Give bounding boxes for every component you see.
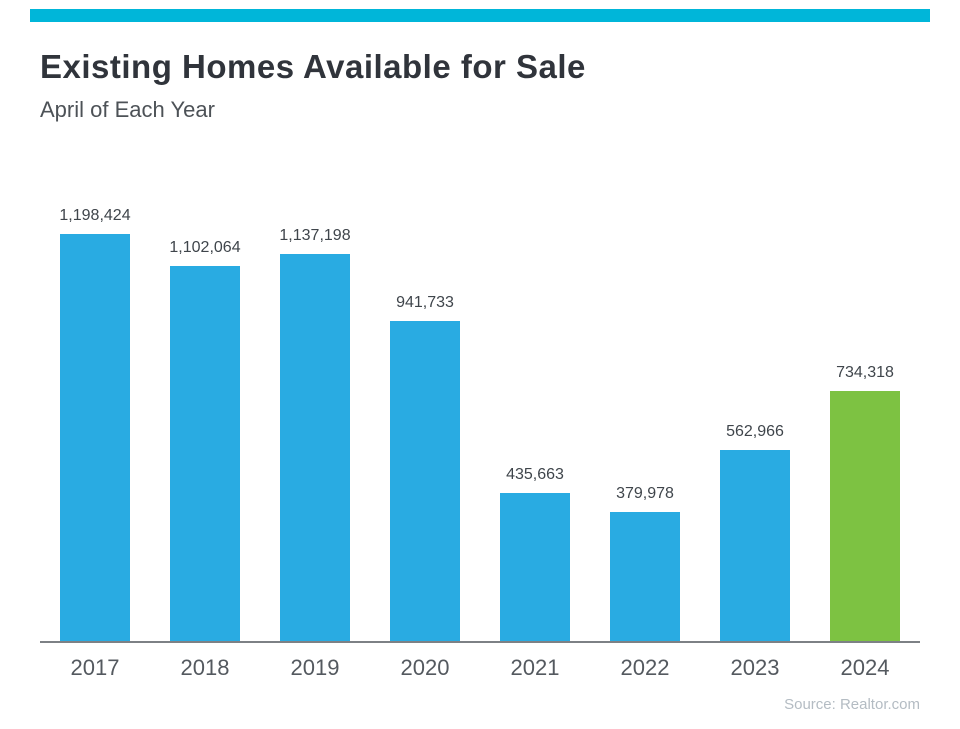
bar-2023 <box>720 450 790 641</box>
bar-2018 <box>170 266 240 641</box>
x-tick-label: 2020 <box>400 655 450 680</box>
accent-strip <box>30 9 930 22</box>
bar-column-2019: 1,137,198 <box>260 227 370 641</box>
x-tick-label: 2018 <box>180 655 230 680</box>
x-axis: 2017 2018 2019 2020 2021 2022 2023 2024 <box>40 643 920 681</box>
bar-value-label: 1,102,064 <box>169 239 241 256</box>
bar-value-label: 435,663 <box>506 466 564 483</box>
bar-2021 <box>500 493 570 641</box>
x-tick-label: 2024 <box>840 655 890 680</box>
bars-row: 1,198,424 1,102,064 1,137,198 941,733 435,66… <box>40 186 920 643</box>
bar-column-2024: 734,318 <box>810 364 920 641</box>
bar-column-2017: 1,198,424 <box>40 207 150 641</box>
bar-2019 <box>280 254 350 641</box>
page-title: Existing Homes Available for Sale <box>40 48 586 85</box>
bar-column-2020: 941,733 <box>370 294 480 641</box>
bar-value-label: 379,978 <box>616 485 674 502</box>
bar-column-2022: 379,978 <box>590 485 700 641</box>
bar-2022 <box>610 512 680 641</box>
x-tick-label: 2022 <box>620 655 670 680</box>
source-credit: Source: Realtor.com <box>784 696 920 713</box>
x-tick-label: 2019 <box>290 655 340 680</box>
bar-column-2018: 1,102,064 <box>150 239 260 641</box>
x-tick-label: 2023 <box>730 655 780 680</box>
page-subtitle: April of Each Year <box>40 97 215 122</box>
bar-value-label: 1,137,198 <box>279 227 351 244</box>
x-tick-label: 2021 <box>510 655 560 680</box>
bar-value-label: 734,318 <box>836 364 894 381</box>
bar-2017 <box>60 234 130 641</box>
bar-value-label: 941,733 <box>396 294 454 311</box>
bar-value-label: 562,966 <box>726 423 784 440</box>
bar-2020 <box>390 321 460 641</box>
bar-column-2023: 562,966 <box>700 423 810 641</box>
bar-column-2021: 435,663 <box>480 466 590 641</box>
bar-chart: 1,198,424 1,102,064 1,137,198 941,733 435,66… <box>40 186 920 681</box>
bar-value-label: 1,198,424 <box>59 207 131 224</box>
x-tick-label: 2017 <box>70 655 120 680</box>
bar-2024 <box>830 391 900 641</box>
